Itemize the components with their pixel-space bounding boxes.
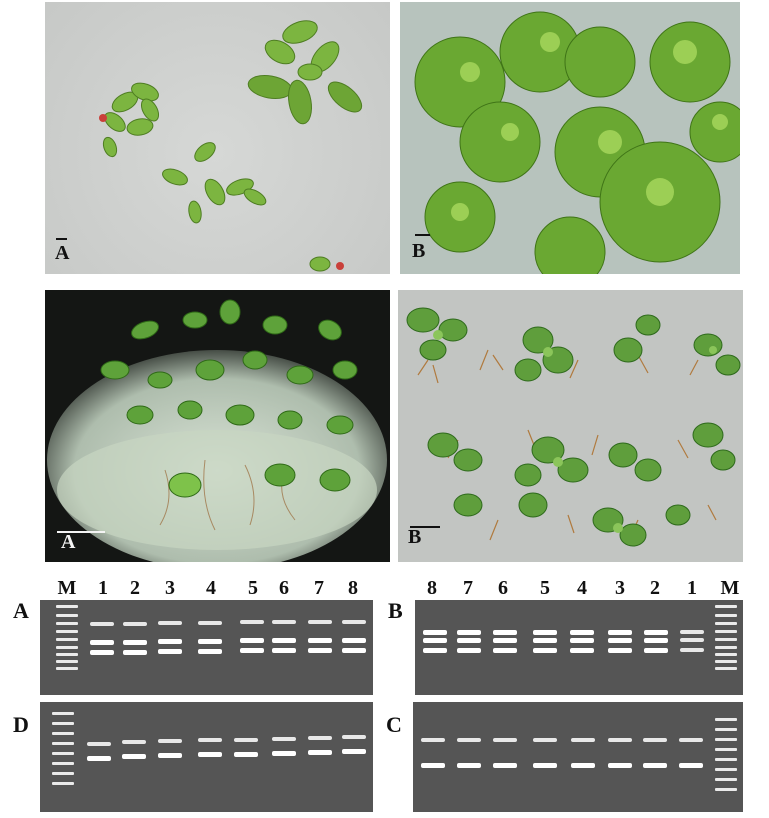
- lane-label: 7: [463, 577, 473, 600]
- lane-label: 2: [130, 577, 140, 600]
- photo-label: A: [61, 531, 75, 554]
- lane-label: 6: [498, 577, 508, 600]
- lane-label: M: [58, 577, 77, 600]
- lane-label: 1: [98, 577, 108, 600]
- lane-label: 3: [615, 577, 625, 600]
- lane-label: 8: [427, 577, 437, 600]
- gel-a: [40, 600, 373, 695]
- lane-label: 7: [314, 577, 324, 600]
- photo-top-right: B: [400, 2, 740, 274]
- photo-label: A: [55, 242, 69, 265]
- rooted-plantlets-jar-image: [45, 290, 390, 562]
- rooted-plantlets-dish-image: [398, 290, 743, 562]
- photo-mid-right: B: [398, 290, 743, 562]
- gel-d: [40, 702, 373, 812]
- gel-b: [415, 600, 743, 695]
- gel-c: [413, 702, 743, 812]
- lane-label: 2: [650, 577, 660, 600]
- petri-dish-shoots-image: [45, 2, 390, 274]
- lane-label: 8: [348, 577, 358, 600]
- lane-label: 4: [577, 577, 587, 600]
- gel-label-c: C: [386, 712, 402, 738]
- proliferating-shoots-image: [400, 2, 740, 274]
- lane-label: 3: [165, 577, 175, 600]
- photo-mid-left: A: [45, 290, 390, 562]
- gel-label-d: D: [13, 712, 29, 738]
- lane-label: 4: [206, 577, 216, 600]
- lane-label: 6: [279, 577, 289, 600]
- lane-label: M: [721, 577, 740, 600]
- gel-label-b: B: [388, 598, 403, 624]
- lane-label: 5: [540, 577, 550, 600]
- lane-label: 5: [248, 577, 258, 600]
- photo-top-left: A: [45, 2, 390, 274]
- photo-label: B: [408, 526, 421, 549]
- gel-label-a: A: [13, 598, 29, 624]
- lane-label: 1: [687, 577, 697, 600]
- photo-label: B: [412, 240, 425, 263]
